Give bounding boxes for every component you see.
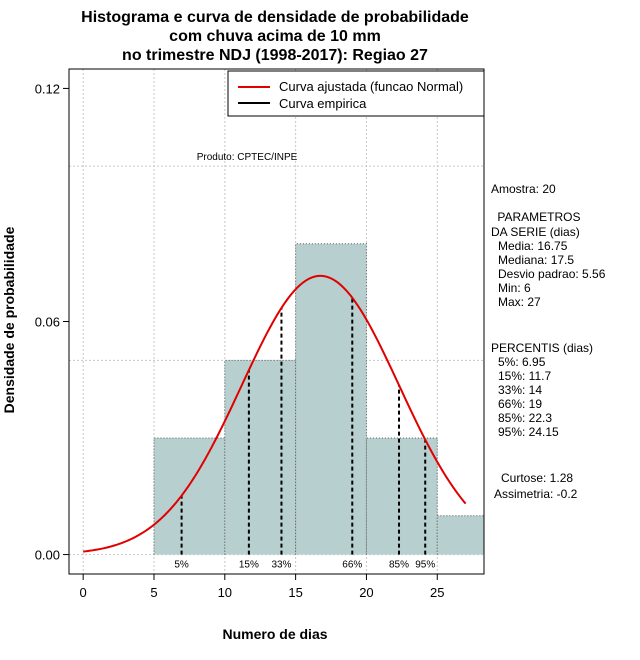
legend-box (227, 70, 485, 117)
percentile-label: 66% (342, 560, 362, 571)
histogram-bar (224, 360, 296, 555)
histogram-bar (295, 243, 367, 555)
x-tick-label: 15 (288, 585, 302, 600)
percentile-label: 85% (389, 560, 409, 571)
stat-media: Media: 16.75 (498, 239, 568, 253)
stat-p33: 33%: 14 (498, 383, 542, 397)
chart-title-line-2: com chuva acima de 10 mm (169, 28, 381, 45)
watermark-text: Produto: CPTEC/INPE (197, 152, 298, 163)
percentile-label: 5% (174, 560, 189, 571)
stat-min: Min: 6 (498, 281, 531, 295)
stat-p85: 85%: 22.3 (498, 411, 552, 425)
chart-title-line-1: Histograma e curva de densidade de proba… (81, 9, 469, 26)
stat-max: Max: 27 (498, 295, 541, 309)
stat-mediana: Mediana: 17.5 (498, 253, 574, 267)
percentile-label: 33% (271, 560, 291, 571)
histogram-bars (153, 243, 485, 555)
percentile-lines: 5% 15% 33% 66% 85% 95% (174, 297, 435, 571)
x-tick-label: 25 (430, 585, 444, 600)
y-tick-label: 0.06 (35, 315, 60, 330)
y-tick-label: 0.12 (35, 81, 60, 96)
y-tick-label: 0.00 (35, 548, 60, 563)
stat-percentis-title: PERCENTIS (dias) (491, 341, 593, 355)
stat-p5: 5%: 6.95 (498, 355, 546, 369)
stat-parametros-subtitle: DA SERIE (dias) (491, 225, 580, 239)
statistics-panel: Amostra: 20 PARAMETROS DA SERIE (dias) M… (491, 182, 606, 501)
legend-label-empirical: Curva empirica (279, 96, 367, 111)
x-axis-title: Numero de dias (222, 626, 327, 642)
x-tick-label: 0 (80, 585, 87, 600)
legend: Curva ajustada (funcao Normal) Curva emp… (227, 70, 485, 117)
stat-desvio: Desvio padrao: 5.56 (498, 267, 606, 281)
stat-parametros-title: PARAMETROS (494, 210, 580, 224)
stat-p66: 66%: 19 (498, 397, 542, 411)
stat-p95: 95%: 24.15 (498, 425, 559, 439)
histogram-bar (366, 438, 438, 555)
axes: 0 5 10 15 20 25 0.00 0.06 0.12 (35, 68, 485, 600)
x-tick-label: 20 (359, 585, 373, 600)
stat-amostra: Amostra: 20 (491, 182, 556, 196)
y-axis-title: Densidade de probabilidade (1, 226, 17, 413)
percentile-label: 95% (415, 560, 435, 571)
stat-curtose: Curtose: 1.28 (501, 471, 573, 485)
histogram-bar (437, 515, 484, 555)
normal-curve-line (83, 274, 467, 553)
chart-title-line-3: no trimestre NDJ (1998-2017): Regiao 27 (122, 47, 428, 64)
histogram-bar (153, 438, 225, 555)
stat-p15: 15%: 11.7 (498, 369, 551, 383)
percentile-label: 15% (239, 560, 259, 571)
normal-curve (83, 274, 467, 553)
stat-assimetria: Assimetria: -0.2 (494, 487, 578, 501)
x-tick-label: 5 (150, 585, 157, 600)
legend-label-normal: Curva ajustada (funcao Normal) (279, 79, 463, 94)
x-tick-label: 10 (218, 585, 232, 600)
